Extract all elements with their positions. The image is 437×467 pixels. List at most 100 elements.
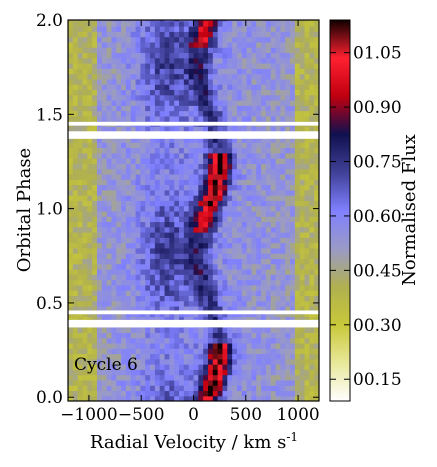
heatmap-cell — [92, 47, 98, 54]
heatmap-cell — [179, 237, 185, 244]
heatmap-cell — [261, 237, 267, 244]
heatmap-cell — [270, 374, 277, 381]
heatmap-cell — [236, 348, 243, 355]
heatmap-cell — [92, 226, 98, 233]
heatmap-cell — [294, 353, 301, 360]
heatmap-cell — [169, 152, 175, 159]
heatmap-cell — [314, 136, 319, 143]
heatmap-cell — [236, 63, 243, 69]
heatmap-cell — [304, 152, 310, 159]
heatmap-cell — [159, 390, 166, 397]
heatmap-cell — [159, 284, 166, 291]
heatmap-cell — [101, 379, 108, 386]
heatmap-cell — [159, 68, 166, 75]
heatmap-cell — [169, 163, 175, 170]
heatmap-cell — [207, 390, 214, 397]
heatmap-cell — [140, 300, 146, 307]
heatmap-cell — [265, 105, 272, 112]
heatmap-cell — [304, 300, 310, 307]
heatmap-cell — [285, 395, 291, 401]
heatmap-cell — [159, 216, 166, 223]
heatmap-cell — [188, 337, 195, 344]
heatmap-cell — [280, 47, 286, 54]
heatmap-cell — [87, 73, 93, 80]
heatmap-cell — [193, 84, 199, 91]
heatmap-cell — [154, 20, 161, 22]
heatmap-cell — [241, 274, 248, 281]
heatmap-cell — [227, 247, 233, 254]
heatmap-cell — [304, 337, 310, 344]
heatmap-cell — [140, 89, 146, 96]
heatmap-cell — [164, 189, 170, 196]
heatmap-cell — [135, 263, 142, 270]
heatmap-cell — [96, 179, 103, 186]
heatmap-cell — [106, 68, 113, 75]
heatmap-cell — [304, 31, 310, 38]
heatmap-cell — [261, 284, 267, 291]
heatmap-cell — [285, 274, 291, 281]
heatmap-cell — [241, 216, 248, 223]
heatmap-cell — [169, 63, 175, 69]
heatmap-cell — [96, 290, 103, 296]
heatmap-cell — [261, 26, 267, 32]
heatmap-cell — [164, 253, 170, 260]
heatmap-cell — [68, 342, 74, 349]
heatmap-cell — [212, 279, 219, 286]
heatmap-cell — [92, 300, 98, 307]
heatmap-cell — [101, 258, 108, 265]
heatmap-cell — [135, 232, 142, 238]
heatmap-cell — [106, 99, 113, 106]
heatmap-cell — [261, 332, 267, 339]
heatmap-cell — [290, 110, 296, 117]
heatmap-cell — [92, 205, 98, 212]
heatmap-cell — [183, 385, 190, 392]
heatmap-cell — [236, 20, 243, 22]
heatmap-cell — [154, 216, 161, 223]
heatmap-cell — [290, 189, 296, 196]
heatmap-cell — [183, 57, 190, 64]
heatmap-cell — [275, 126, 281, 133]
colorbar-tick-label: 00.45 — [353, 261, 402, 281]
heatmap-cell — [227, 84, 233, 91]
heatmap-cell — [130, 342, 137, 349]
heatmap-cell — [270, 31, 277, 38]
heatmap-cell — [106, 152, 113, 159]
heatmap-cell — [236, 78, 243, 85]
heatmap-cell — [309, 247, 315, 254]
heatmap-cell — [275, 237, 281, 244]
heatmap-cell — [183, 99, 190, 106]
heatmap-cell — [222, 327, 228, 333]
heatmap-cell — [236, 68, 243, 75]
heatmap-cell — [265, 205, 272, 212]
heatmap-cell — [275, 168, 281, 175]
heatmap-cell — [101, 395, 108, 401]
heatmap-cell — [236, 253, 243, 260]
heatmap-cell — [304, 47, 310, 54]
heatmap-cell — [198, 158, 204, 164]
heatmap-cell — [217, 94, 224, 101]
heatmap-cell — [72, 36, 79, 43]
heatmap-cell — [299, 358, 306, 365]
heatmap-cell — [290, 26, 296, 32]
heatmap-cell — [236, 268, 243, 275]
heatmap-cell — [207, 115, 214, 122]
heatmap-cell — [111, 179, 117, 186]
heatmap-cell — [164, 26, 170, 32]
heatmap-cell — [299, 94, 306, 101]
heatmap-cell — [265, 94, 272, 101]
heatmap-cell — [222, 253, 228, 260]
heatmap-cell — [309, 226, 315, 233]
heatmap-cell — [125, 348, 132, 355]
heatmap-cell — [314, 126, 319, 133]
heatmap-cell — [140, 47, 146, 54]
heatmap-cell — [174, 221, 180, 228]
heatmap-cell — [198, 105, 204, 112]
heatmap-cell — [265, 36, 272, 43]
heatmap-cell — [270, 284, 277, 291]
heatmap-cell — [222, 263, 228, 270]
heatmap-cell — [251, 242, 257, 249]
heatmap-cell — [135, 142, 142, 149]
heatmap-cell — [183, 332, 190, 339]
heatmap-cell — [72, 226, 79, 233]
heatmap-cell — [135, 26, 142, 32]
